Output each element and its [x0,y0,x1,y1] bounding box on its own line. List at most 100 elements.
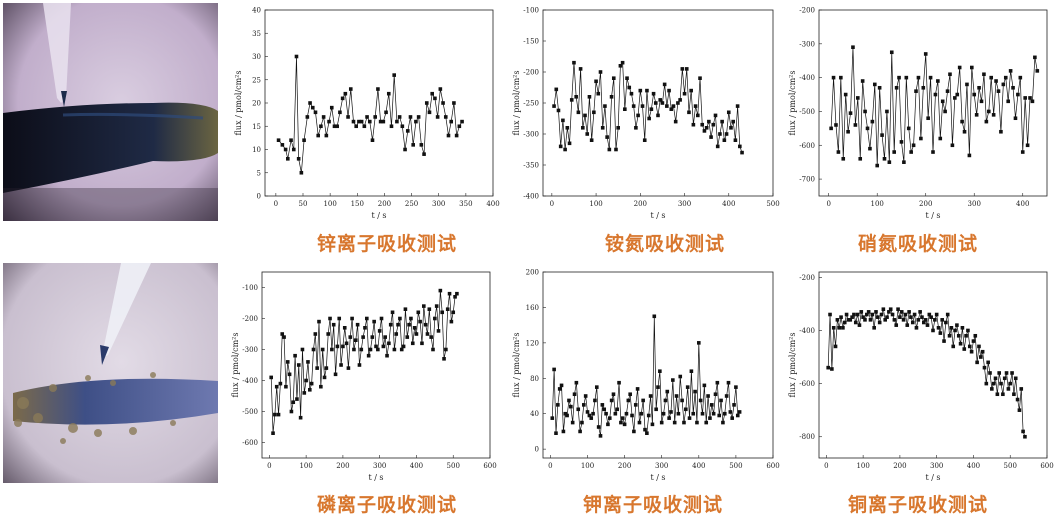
data-point [409,316,413,321]
data-point [329,105,334,110]
data-point [398,316,402,321]
data-point [684,67,689,71]
data-point [989,75,994,80]
data-point [966,328,970,333]
data-point [332,124,337,129]
data-point [1006,99,1010,104]
data-point [682,420,686,425]
data-point [377,329,382,333]
data-point [341,344,345,349]
caption-nitrate: 硝氮吸收测试 [857,233,978,255]
data-point [916,318,921,322]
data-point [445,307,450,311]
data-point [737,410,742,414]
data-point [672,420,677,425]
y-tick-label: -100 [523,7,539,15]
series-line [553,61,743,153]
x-tick-label: 500 [447,462,460,470]
data-point [576,110,581,115]
data-point [637,420,642,425]
data-point [594,385,599,389]
data-point [616,126,620,130]
x-axis-label: t / s [650,473,665,482]
data-point [910,320,915,325]
data-point [348,87,353,91]
data-point [583,113,587,118]
data-point [353,338,358,342]
data-point [567,141,572,146]
data-point [280,143,285,147]
data-point [936,326,941,330]
data-point [653,101,658,105]
data-point [619,420,623,425]
data-point [427,307,432,311]
data-point [732,403,736,407]
data-point [582,403,586,407]
data-point [882,157,887,161]
data-point [1020,150,1025,154]
data-point [984,119,989,124]
data-point [416,310,421,315]
data-point [395,119,399,124]
data-point [898,315,902,319]
data-point [996,89,1001,93]
data-point [407,322,411,327]
y-tick-label: 200 [526,269,539,277]
data-point [387,341,391,346]
data-point [552,104,556,108]
data-point [938,331,943,335]
caption-copper: 铜离子吸收测试 [847,494,988,516]
data-point [392,347,397,352]
data-point [970,65,974,70]
x-axis-label: t / s [650,211,665,220]
chart-potassium: 0 100 200 300 400 500 600 0 40 80 120 160 200 t / s fl… [508,268,783,488]
data-point [641,398,645,403]
y-tick-label: 40 [252,7,261,15]
data-point [422,152,426,156]
data-point [709,135,713,139]
data-point [330,347,334,352]
data-point [442,357,446,361]
data-point [665,104,669,108]
plot-frame [261,271,491,459]
data-point [663,398,668,403]
data-point [423,322,428,327]
data-point [659,420,664,425]
data-point [1016,92,1020,97]
data-point [658,369,662,373]
data-point [971,339,976,343]
data-point [1021,429,1025,434]
data-point [991,381,996,386]
data-point [269,375,273,380]
data-point [684,407,688,412]
data-point [625,76,629,80]
x-tick-label: 300 [432,200,445,208]
data-point [598,434,603,438]
data-point [271,431,275,435]
data-point [837,326,842,330]
data-point [923,52,928,56]
data-point [386,91,391,96]
data-point [889,50,894,55]
data-point [979,99,984,104]
y-axis-label: flux / pmol/cm²s [234,71,243,136]
data-point [552,367,556,372]
data-point [680,67,685,71]
data-point [282,335,286,339]
data-point [449,319,454,324]
data-point [876,315,880,319]
data-point [313,110,318,115]
data-point [859,310,864,314]
data-point [401,344,406,349]
series-line [270,290,458,434]
data-point [434,304,439,308]
y-tick-label: -400 [242,377,258,385]
data-point [956,333,961,338]
data-point [319,124,323,129]
data-point [929,315,933,319]
data-point [685,385,690,389]
x-tick-label: 600 [1040,462,1053,470]
data-point [352,347,356,352]
data-point [359,119,364,124]
series-line [830,47,1038,166]
